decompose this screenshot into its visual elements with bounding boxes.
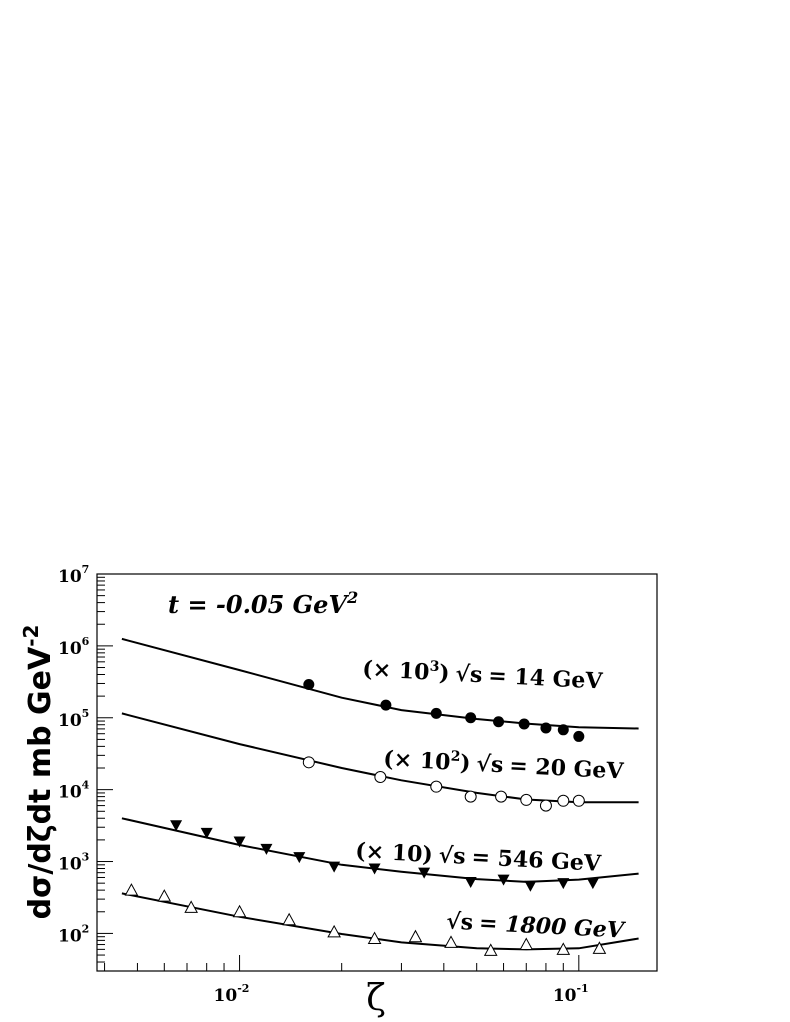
data-point-marker bbox=[293, 852, 306, 864]
y-axis-label-sup: -2 bbox=[19, 625, 43, 647]
series-label: (× 103) √s = 14 GeV bbox=[362, 655, 604, 695]
data-point-marker bbox=[465, 712, 477, 724]
data-point-marker bbox=[232, 904, 247, 918]
y-tick-label: 106 bbox=[58, 635, 90, 659]
model-curve bbox=[121, 892, 639, 951]
data-point-marker bbox=[327, 924, 341, 938]
y-tick-label: 107 bbox=[58, 563, 89, 587]
data-point-marker bbox=[586, 878, 599, 890]
data-point-marker bbox=[430, 707, 442, 719]
data-point-marker bbox=[573, 730, 585, 742]
data-point-marker bbox=[124, 883, 139, 896]
axis-tick-labels: 102 103 104 105 106 107 10-2 10-1 bbox=[58, 563, 589, 1006]
data-point-marker bbox=[497, 874, 510, 886]
data-point-marker bbox=[557, 724, 569, 736]
data-point-marker bbox=[539, 799, 552, 812]
data-markers bbox=[124, 679, 607, 956]
y-tick-label: 104 bbox=[58, 779, 90, 803]
y-tick-label: 105 bbox=[58, 707, 89, 731]
data-point-marker bbox=[557, 794, 570, 807]
data-point-marker bbox=[592, 941, 607, 954]
data-point-marker bbox=[464, 876, 477, 888]
data-point-marker bbox=[367, 931, 382, 944]
data-point-marker bbox=[557, 878, 570, 890]
axis-ticks bbox=[97, 573, 580, 972]
data-point-marker bbox=[493, 716, 505, 728]
y-axis-label: dσ/dζdt mb GeV-2 bbox=[19, 625, 58, 920]
x-tick-label: 10-1 bbox=[553, 982, 589, 1006]
annotation-sup: 2 bbox=[346, 588, 358, 607]
series-label: √s = 1800 GeV bbox=[446, 908, 627, 943]
data-point-marker bbox=[518, 718, 530, 730]
data-point-marker bbox=[374, 770, 387, 783]
data-point-marker bbox=[483, 943, 498, 956]
series-labels: (× 103) √s = 14 GeV(× 102) √s = 20 GeV(× 10)… bbox=[355, 655, 627, 944]
data-point-marker bbox=[524, 880, 537, 892]
data-point-marker bbox=[495, 790, 508, 803]
data-point-marker bbox=[572, 794, 585, 807]
data-point-marker bbox=[368, 863, 381, 875]
x-axis-label: ζ bbox=[366, 978, 386, 1019]
data-point-marker bbox=[170, 820, 183, 832]
data-point-marker bbox=[430, 780, 443, 793]
data-point-marker bbox=[157, 889, 172, 902]
data-point-marker bbox=[380, 699, 392, 711]
data-point-marker bbox=[556, 942, 571, 955]
data-point-marker bbox=[200, 827, 213, 839]
data-point-marker bbox=[328, 861, 341, 873]
data-point-marker bbox=[540, 722, 552, 734]
data-point-marker bbox=[184, 900, 199, 913]
data-point-marker bbox=[519, 937, 534, 951]
data-point-marker bbox=[260, 843, 273, 855]
y-tick-label: 102 bbox=[58, 922, 89, 946]
data-point-marker bbox=[464, 790, 477, 803]
data-point-marker bbox=[444, 935, 458, 948]
y-tick-label: 103 bbox=[58, 851, 89, 875]
data-point-marker bbox=[302, 756, 315, 769]
x-tick-label: 10-2 bbox=[214, 982, 250, 1006]
model-curve bbox=[121, 817, 639, 883]
data-point-marker bbox=[418, 867, 431, 879]
data-point-marker bbox=[520, 793, 533, 806]
data-point-marker bbox=[282, 912, 296, 926]
data-point-marker bbox=[408, 929, 423, 943]
annotation-text: t = -0.05 GeV2 bbox=[168, 588, 358, 619]
series-label: (× 102) √s = 20 GeV bbox=[383, 745, 625, 785]
plot-frame bbox=[96, 573, 658, 972]
data-point-marker bbox=[303, 679, 315, 691]
data-point-marker bbox=[233, 836, 246, 848]
